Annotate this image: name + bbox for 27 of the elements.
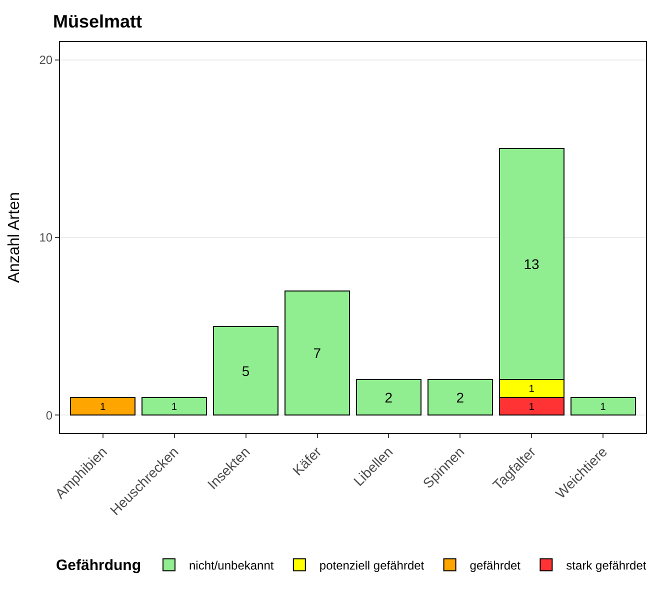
bar <box>70 396 136 416</box>
data-label: 13 <box>524 256 540 272</box>
y-tick-label: 10 <box>39 230 53 245</box>
bar <box>142 396 207 416</box>
bar <box>213 326 278 416</box>
y-tick-label: 20 <box>39 52 53 67</box>
y-axis-title: Anzahl Arten <box>6 192 24 283</box>
legend-label: gefährdet <box>470 558 522 572</box>
data-label: 1 <box>528 384 535 396</box>
legend-title: Gefährdung <box>56 556 141 574</box>
legend-label: nicht/unbekannt <box>189 558 274 572</box>
legend-label: stark gefährdet <box>566 558 647 572</box>
bar <box>428 379 493 416</box>
bar <box>284 290 350 416</box>
bar <box>356 379 422 416</box>
data-label: 2 <box>456 389 464 406</box>
data-label: 1 <box>600 402 606 414</box>
bar <box>570 396 636 416</box>
data-label: 1 <box>528 402 535 414</box>
y-tick-label: 0 <box>46 408 53 422</box>
chart-title: Müselmatt <box>52 11 142 32</box>
data-label: 1 <box>171 402 178 414</box>
data-label: 1 <box>100 402 106 414</box>
data-label: 7 <box>313 345 322 362</box>
data-label: 2 <box>384 389 393 406</box>
data-label: 5 <box>242 362 250 379</box>
legend-label: potenziell gefährdet <box>319 558 425 572</box>
